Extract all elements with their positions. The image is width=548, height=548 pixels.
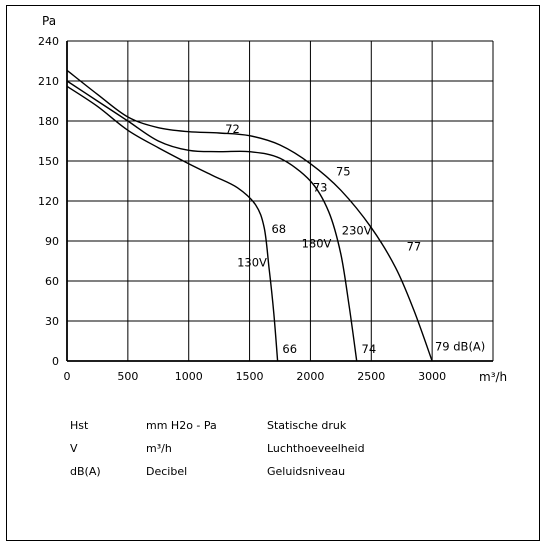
annotation-label: 130V [237, 255, 267, 269]
y-tick-label: 120 [38, 195, 59, 208]
y-tick-label: 90 [45, 235, 59, 248]
annotation-label: 74 [362, 342, 377, 356]
y-unit-label: Pa [42, 14, 56, 28]
y-tick-label: 0 [52, 355, 59, 368]
x-tick-label: 1500 [236, 370, 264, 383]
annotation-label: 72 [225, 122, 240, 136]
series-lines [66, 69, 433, 362]
y-tick-label: 60 [45, 275, 59, 288]
y-tick-label: 240 [38, 35, 59, 48]
series-line-230v [66, 69, 433, 362]
x-tick-label: 500 [117, 370, 138, 383]
annotation-label: 180V [302, 237, 332, 251]
x-tick-label: 2500 [357, 370, 385, 383]
y-tick-label: 150 [38, 155, 59, 168]
figure-frame [6, 5, 540, 541]
series-line-130v [66, 85, 279, 362]
annotation-label: 79 dB(A) [435, 339, 485, 353]
x-tick-label: 1000 [175, 370, 203, 383]
x-tick-label: 3000 [418, 370, 446, 383]
annotation-label: 230V [342, 223, 372, 237]
y-tick-label: 210 [38, 75, 59, 88]
y-tick-label: 30 [45, 315, 59, 328]
annotation-label: 77 [407, 239, 422, 253]
series-line-180v [66, 80, 358, 362]
x-unit-label: m³/h [479, 370, 507, 384]
grid [66, 40, 493, 362]
annotation-label: 66 [282, 342, 297, 356]
annotation-label: 75 [336, 165, 351, 179]
annotation-label: 73 [313, 181, 328, 195]
tick-labels: 0 500 1000 1500 2000 2500 3000 0 30 60 90 120 150 180… [38, 35, 446, 383]
annotation-label: 68 [271, 222, 286, 236]
x-tick-label: 2000 [296, 370, 324, 383]
x-tick-label: 0 [64, 370, 71, 383]
axes [66, 40, 494, 362]
annotations: 72 75 73 68 180V 230V 77 130V 66 74 79 dB(A) [225, 122, 485, 356]
y-tick-label: 180 [38, 115, 59, 128]
